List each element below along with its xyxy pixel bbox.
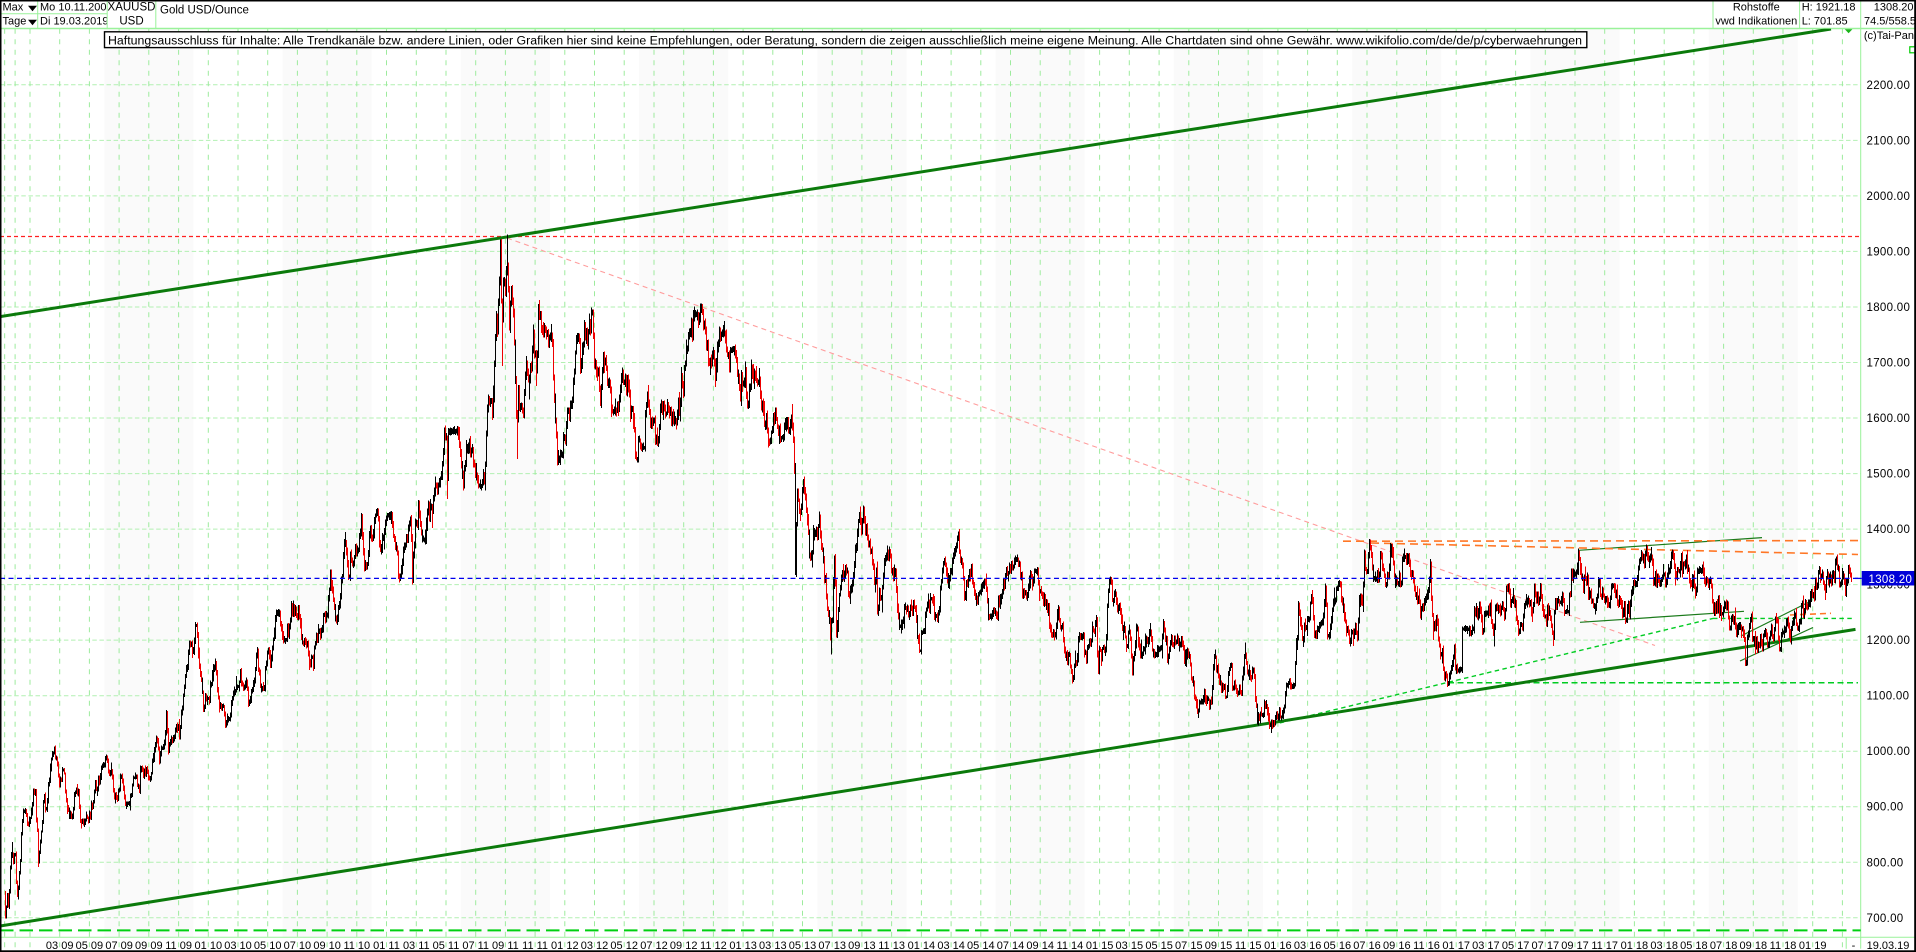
svg-text:1400.00: 1400.00 (1867, 524, 1911, 536)
svg-text:01 12: 01 12 (551, 940, 579, 952)
svg-text:Haftungsausschluss für Inhalte: Haftungsausschluss für Inhalte: Alle Tre… (108, 35, 1582, 47)
svg-text:(c)Tai-Pan: (c)Tai-Pan (1864, 30, 1914, 42)
svg-text:05 16: 05 16 (1324, 940, 1352, 952)
svg-text:09 09: 09 09 (135, 940, 163, 952)
svg-text:1200.00: 1200.00 (1867, 635, 1911, 647)
svg-text:05 18: 05 18 (1680, 940, 1708, 952)
svg-text:19.03.19: 19.03.19 (1867, 940, 1910, 952)
svg-text:05 15: 05 15 (1145, 940, 1173, 952)
svg-text:09 15: 09 15 (1205, 940, 1233, 952)
svg-text:700.00: 700.00 (1867, 913, 1904, 925)
svg-text:07 17: 07 17 (1532, 940, 1560, 952)
svg-text:1308.20: 1308.20 (1874, 2, 1914, 14)
svg-text:01 15: 01 15 (1086, 940, 1114, 952)
svg-text:05 12: 05 12 (610, 940, 638, 952)
svg-text:L: 701.85: L: 701.85 (1802, 16, 1848, 28)
svg-text:03 12: 03 12 (581, 940, 609, 952)
svg-text:03 16: 03 16 (1294, 940, 1322, 952)
svg-text:11 17: 11 17 (1591, 940, 1618, 952)
svg-text:Mo 10.11.2008: Mo 10.11.2008 (40, 2, 113, 14)
svg-text:03 15: 03 15 (1116, 940, 1144, 952)
svg-text:-: - (1852, 940, 1856, 952)
svg-text:11 16: 11 16 (1413, 940, 1440, 952)
svg-text:2100.00: 2100.00 (1867, 135, 1911, 147)
svg-text:11 15: 11 15 (1235, 940, 1262, 952)
svg-text:Max: Max (3, 2, 24, 14)
svg-text:74.5/558.55: 74.5/558.55 (1864, 16, 1916, 28)
svg-text:01 14: 01 14 (908, 940, 936, 952)
svg-text:07 14: 07 14 (997, 940, 1025, 952)
svg-text:Gold USD/Ounce: Gold USD/Ounce (160, 5, 249, 17)
svg-text:09 14: 09 14 (1026, 940, 1054, 952)
svg-text:1800.00: 1800.00 (1867, 302, 1911, 314)
svg-text:03 18: 03 18 (1650, 940, 1678, 952)
svg-text:05 14: 05 14 (967, 940, 995, 952)
svg-text:03 11: 03 11 (403, 940, 430, 952)
svg-text:09 12: 09 12 (670, 940, 698, 952)
svg-text:11 11: 11 11 (522, 940, 548, 952)
svg-text:07 16: 07 16 (1353, 940, 1381, 952)
svg-text:1900.00: 1900.00 (1867, 246, 1911, 258)
svg-text:900.00: 900.00 (1867, 802, 1904, 814)
svg-text:05 17: 05 17 (1502, 940, 1530, 952)
svg-text:2000.00: 2000.00 (1867, 191, 1911, 203)
svg-text:07 09: 07 09 (105, 940, 133, 952)
svg-text:H: 1921.18: H: 1921.18 (1802, 2, 1856, 14)
svg-text:01 16: 01 16 (1264, 940, 1292, 952)
svg-text:09 16: 09 16 (1383, 940, 1411, 952)
svg-text:1500.00: 1500.00 (1867, 469, 1911, 481)
svg-text:11 13: 11 13 (878, 940, 905, 952)
svg-text:01 17: 01 17 (1442, 940, 1470, 952)
svg-text:09 10: 09 10 (313, 940, 341, 952)
svg-text:01 10: 01 10 (195, 940, 223, 952)
svg-text:09 13: 09 13 (848, 940, 876, 952)
svg-text:1000.00: 1000.00 (1867, 746, 1911, 758)
svg-text:05 11: 05 11 (433, 940, 460, 952)
svg-text:03 09: 03 09 (46, 940, 74, 952)
svg-text:03 13: 03 13 (759, 940, 787, 952)
svg-text:2200.00: 2200.00 (1867, 80, 1911, 92)
svg-text:1600.00: 1600.00 (1867, 413, 1911, 425)
svg-text:USD: USD (119, 16, 143, 28)
svg-text:07 11: 07 11 (462, 940, 489, 952)
svg-text:09 17: 09 17 (1561, 940, 1589, 952)
svg-text:1308.20: 1308.20 (1869, 574, 1913, 586)
svg-text:11 09: 11 09 (165, 940, 192, 952)
svg-text:11 12: 11 12 (700, 940, 727, 952)
svg-text:07 15: 07 15 (1175, 940, 1203, 952)
svg-text:Di 19.03.2019: Di 19.03.2019 (40, 16, 109, 28)
svg-text:05 13: 05 13 (789, 940, 817, 952)
svg-text:01 13: 01 13 (729, 940, 757, 952)
svg-text:1100.00: 1100.00 (1867, 691, 1910, 703)
svg-text:07 12: 07 12 (640, 940, 668, 952)
svg-text:05 09: 05 09 (76, 940, 104, 952)
svg-text:1700.00: 1700.00 (1867, 358, 1911, 370)
svg-text:11 18: 11 18 (1770, 940, 1797, 952)
svg-text:07 13: 07 13 (818, 940, 846, 952)
svg-text:05 10: 05 10 (254, 940, 282, 952)
svg-text:800.00: 800.00 (1867, 857, 1904, 869)
svg-text:03 10: 03 10 (224, 940, 252, 952)
svg-text:09 18: 09 18 (1740, 940, 1768, 952)
svg-text:07 18: 07 18 (1710, 940, 1738, 952)
svg-text:11 14: 11 14 (1057, 940, 1084, 952)
svg-text:Tage: Tage (3, 16, 27, 28)
svg-text:03 14: 03 14 (937, 940, 965, 952)
svg-text:Rohstoffe: Rohstoffe (1733, 2, 1780, 14)
svg-text:07 10: 07 10 (284, 940, 312, 952)
svg-text:01 18: 01 18 (1621, 940, 1649, 952)
svg-text:03 17: 03 17 (1472, 940, 1500, 952)
svg-text:vwd Indikationen: vwd Indikationen (1715, 16, 1797, 28)
svg-text:11 10: 11 10 (343, 940, 370, 952)
svg-text:01 19: 01 19 (1799, 940, 1827, 952)
svg-text:XAUUSD: XAUUSD (108, 2, 156, 14)
svg-text:01 11: 01 11 (373, 940, 400, 952)
svg-text:09 11: 09 11 (492, 940, 519, 952)
